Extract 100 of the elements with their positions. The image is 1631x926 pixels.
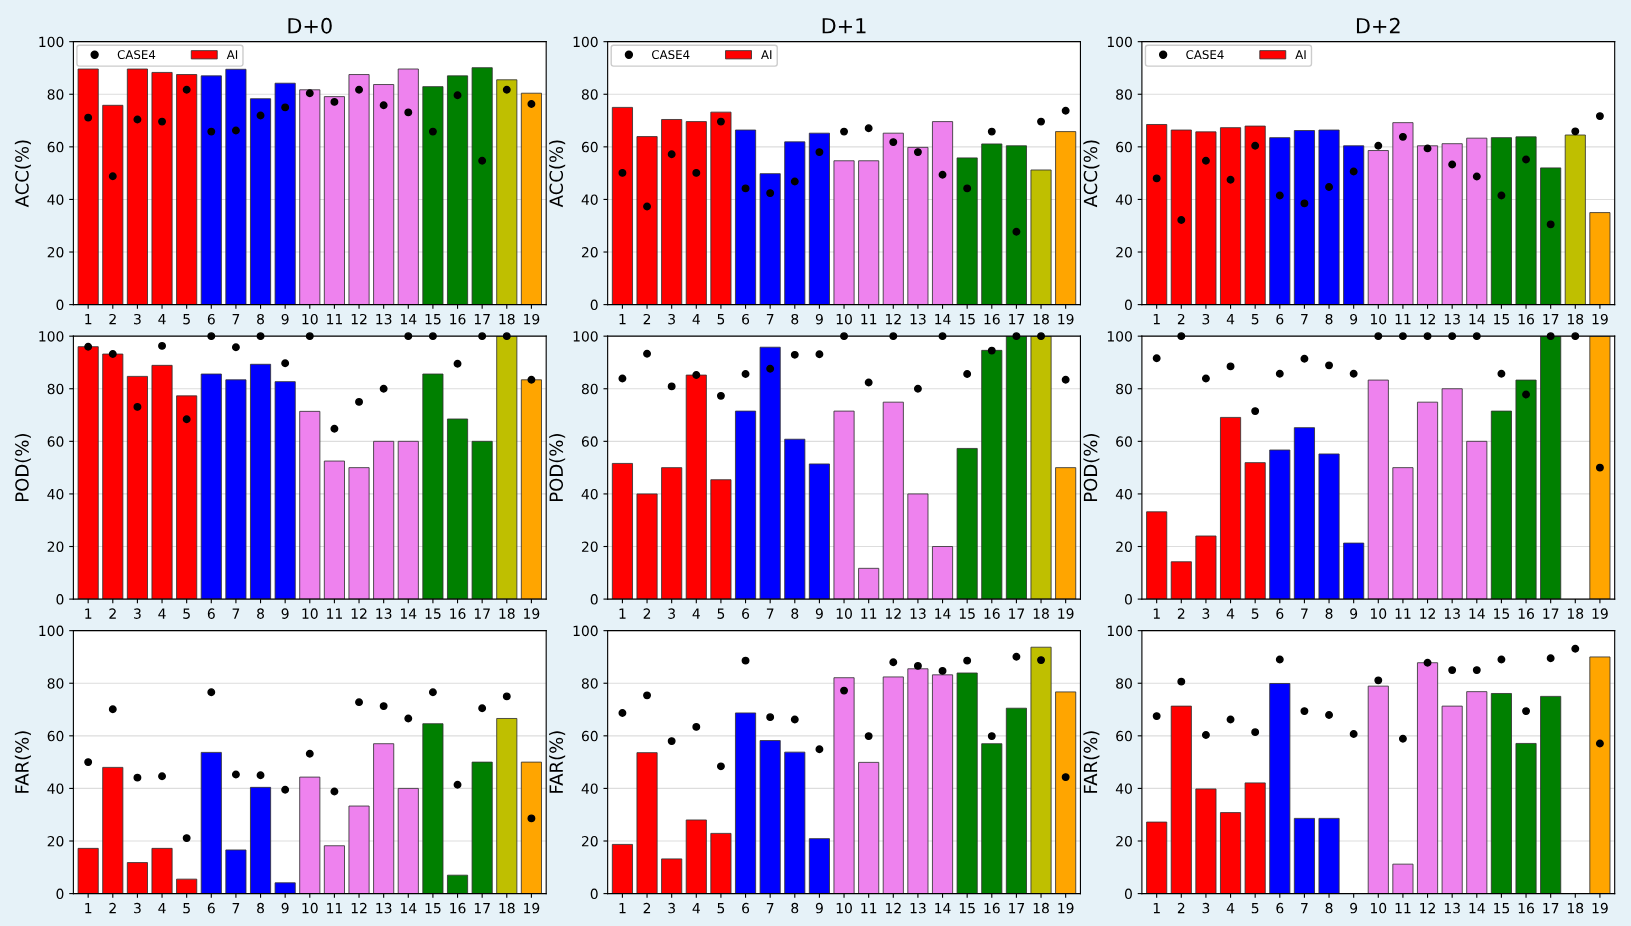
y-tick-label: 20 (47, 835, 64, 847)
bar (858, 567, 880, 600)
bar (1055, 691, 1077, 894)
x-tick-label: 12 (1420, 608, 1435, 619)
y-tick-label: 100 (1107, 625, 1132, 637)
point (1497, 191, 1506, 200)
x-tick-label: 13 (1444, 902, 1460, 914)
x-tick-label: 15 (425, 608, 441, 619)
bar (1515, 136, 1537, 305)
x-tick-label: 5 (183, 314, 190, 325)
x-tick-label: 5 (183, 608, 190, 619)
y-tick-label: 0 (590, 888, 598, 900)
x-tick-label: 19 (1058, 902, 1074, 914)
point (404, 714, 413, 723)
point (1571, 332, 1580, 341)
bar (1392, 467, 1414, 600)
bar (520, 92, 542, 305)
x-tick-label: 12 (351, 902, 367, 914)
y-tick-label: 20 (581, 835, 598, 847)
x-tick-label: 2 (109, 608, 116, 619)
point (281, 359, 290, 368)
bar (611, 463, 633, 600)
x-tick-label: 6 (1276, 313, 1284, 325)
x-tick-label: 5 (717, 608, 725, 619)
bar (151, 847, 173, 894)
bar (1441, 388, 1463, 600)
bar (1392, 122, 1414, 305)
x-tick-label: 17 (474, 314, 490, 325)
bar (932, 121, 954, 305)
bar (126, 375, 148, 600)
point (618, 374, 627, 383)
x-tick-label: 6 (207, 902, 215, 914)
x-tick-label: 13 (376, 608, 392, 619)
x-tick-label: 5 (1251, 608, 1259, 619)
bar (1343, 542, 1365, 600)
point (502, 692, 511, 701)
x-tick-label: 2 (109, 902, 116, 914)
point (404, 332, 413, 341)
point (1201, 156, 1210, 165)
point (1152, 712, 1161, 721)
point (790, 350, 799, 359)
legend-label: AI (226, 50, 238, 59)
point (1012, 227, 1021, 236)
x-tick-label: 2 (1177, 608, 1185, 619)
bar (833, 160, 855, 305)
point (527, 814, 536, 823)
x-tick-label: 17 (1543, 903, 1559, 914)
x-tick-label: 12 (1420, 902, 1435, 914)
point (1595, 112, 1604, 121)
x-tick-label: 11 (1395, 608, 1411, 619)
x-tick-label: 4 (692, 903, 700, 914)
x-tick-label: 14 (400, 608, 417, 619)
point (428, 332, 437, 341)
x-tick-label: 6 (742, 608, 750, 619)
point (502, 85, 511, 94)
x-tick-label: 15 (959, 314, 975, 325)
x-tick-label: 6 (1276, 902, 1284, 914)
x-tick-label: 1 (1153, 903, 1160, 914)
point (741, 184, 750, 193)
point (428, 688, 437, 697)
point (1423, 658, 1432, 667)
chart-title: D+0 (288, 17, 332, 34)
x-tick-label: 11 (861, 903, 877, 914)
x-tick-label: 18 (1567, 608, 1584, 619)
point (667, 150, 676, 159)
bar (397, 440, 419, 600)
x-tick-label: 7 (232, 903, 240, 914)
x-tick-label: 11 (861, 314, 877, 325)
point (158, 341, 166, 350)
point (133, 402, 142, 411)
bar (1055, 131, 1077, 305)
x-tick-label: 19 (1592, 608, 1608, 619)
y-tick-label: 0 (1124, 888, 1132, 900)
point (889, 332, 898, 341)
point (84, 342, 93, 351)
x-tick-label: 8 (1325, 902, 1333, 914)
bar (299, 776, 321, 894)
x-tick-label: 12 (885, 313, 901, 325)
bar (685, 374, 707, 600)
point (815, 745, 824, 754)
x-tick-label: 6 (742, 902, 750, 914)
point (207, 332, 216, 341)
bar (102, 104, 124, 305)
x-tick-label: 8 (791, 902, 799, 914)
bar (1318, 453, 1340, 600)
point (766, 189, 775, 198)
y-tick-label: 60 (47, 730, 64, 742)
point (207, 688, 216, 697)
point (453, 91, 462, 100)
y-tick-label: 0 (590, 594, 598, 605)
point (692, 722, 701, 731)
bar (882, 132, 904, 305)
point (1448, 666, 1457, 675)
point (478, 704, 487, 713)
bar (422, 86, 444, 305)
x-tick-label: 18 (1033, 902, 1049, 914)
bar (1589, 656, 1611, 894)
x-tick-label: 10 (302, 608, 318, 619)
y-tick-label: 100 (39, 625, 64, 637)
bar (710, 479, 732, 600)
